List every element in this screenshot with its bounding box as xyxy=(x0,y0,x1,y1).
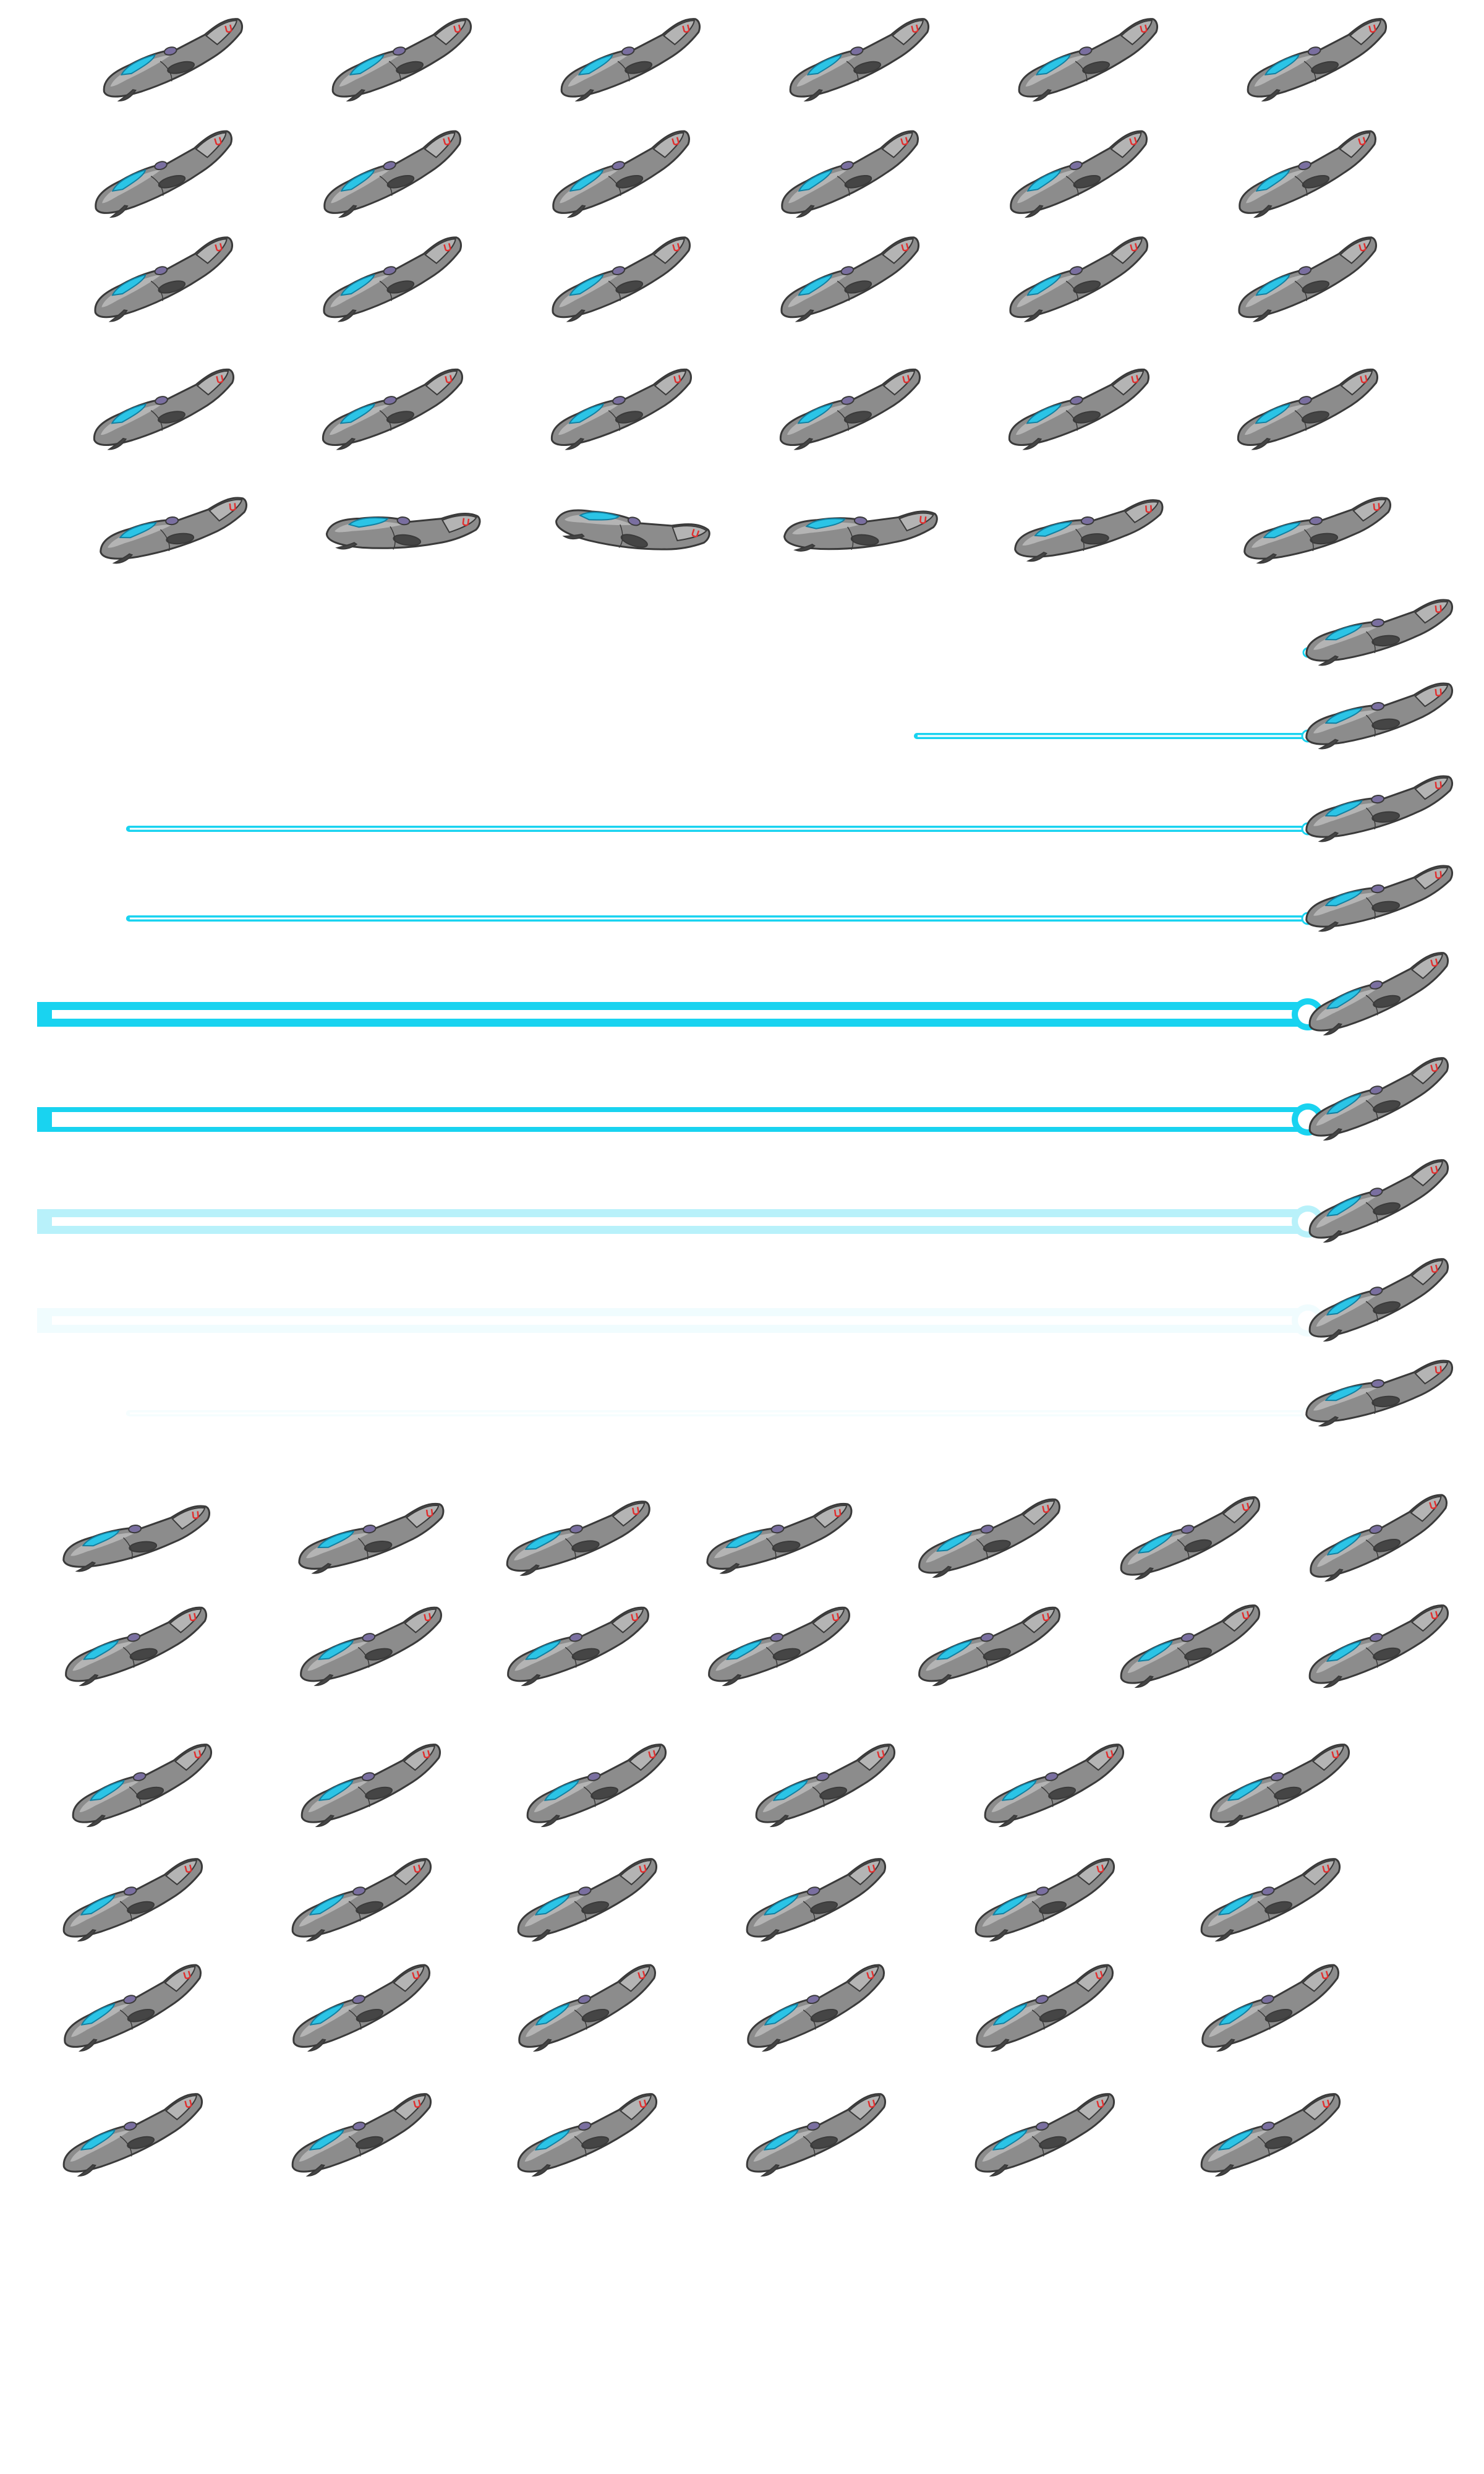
sprite-frame xyxy=(1299,1157,1460,1247)
sprite-frame xyxy=(53,2091,214,2181)
sprite-frame xyxy=(999,367,1160,454)
sprite-frame xyxy=(1237,16,1398,106)
sprite-frame xyxy=(1301,774,1458,844)
sprite-frame xyxy=(313,367,474,454)
sprite-frame xyxy=(1191,2091,1352,2181)
laser-frame xyxy=(37,1256,1460,1346)
laser-frame xyxy=(37,1055,1460,1145)
sprite-frame xyxy=(999,128,1160,222)
sprite-frame xyxy=(1009,16,1169,106)
sprite-frame xyxy=(770,234,931,326)
sprite-frame xyxy=(1200,1742,1361,1831)
laser-beam xyxy=(37,1205,1324,1238)
laser-beam xyxy=(126,1406,1315,1420)
sprite-frame xyxy=(736,1962,897,2056)
sprite-frame xyxy=(291,1604,451,1690)
sprite-frame xyxy=(780,16,940,106)
sprite-frame xyxy=(1239,495,1396,566)
sprite-frame xyxy=(84,367,245,454)
laser-frame xyxy=(913,681,1458,751)
laser-beam xyxy=(126,912,1315,925)
sprite-frame xyxy=(1228,367,1389,454)
sprite-frame xyxy=(1301,863,1458,934)
sprite-frame xyxy=(782,496,939,566)
sprite-frame xyxy=(1301,681,1458,751)
sprite-frame xyxy=(1111,1603,1271,1692)
sprite-frame xyxy=(1228,234,1389,326)
sprite-frame xyxy=(770,367,931,454)
sprite-frame xyxy=(1299,1603,1460,1692)
sprite-frame xyxy=(1011,498,1167,563)
sprite-frame xyxy=(699,1604,859,1690)
laser-attack-group xyxy=(37,597,1460,1429)
laser-beam xyxy=(37,1304,1324,1337)
sprite-frame xyxy=(313,234,474,326)
sprite-frame xyxy=(965,2091,1126,2181)
sprite-frame xyxy=(517,1742,678,1831)
sprite-frame xyxy=(1111,1494,1271,1584)
sprite-frame xyxy=(292,1501,451,1577)
sprite-frame xyxy=(551,482,712,581)
laser-beam xyxy=(126,822,1315,836)
sprite-frame xyxy=(95,495,252,566)
sprite-frame xyxy=(701,1501,859,1577)
sprite-frame xyxy=(965,1856,1126,1946)
sprite-frame xyxy=(84,234,245,326)
laser-beam xyxy=(37,1103,1324,1136)
laser-frame xyxy=(126,863,1458,934)
laser-frame xyxy=(37,1157,1460,1247)
sprite-frame xyxy=(746,1742,906,1831)
laser-beam xyxy=(913,729,1315,743)
sprite-frame xyxy=(282,2091,443,2181)
sprite-frame xyxy=(62,1742,223,1831)
sprite-frame xyxy=(542,128,702,222)
sprite-frame xyxy=(551,16,712,106)
sprite-frame xyxy=(770,128,931,222)
sprite-frame xyxy=(736,1856,897,1946)
sprite-frame xyxy=(53,1962,214,2056)
sprite-frame xyxy=(1301,597,1458,668)
sprite-frame xyxy=(1299,1055,1460,1145)
sprite-frame xyxy=(1299,1256,1460,1346)
sprite-frame xyxy=(313,128,474,222)
sprite-frame xyxy=(1299,1492,1460,1586)
laser-frame xyxy=(126,774,1458,844)
laser-frame xyxy=(126,1358,1458,1429)
sprite-frame xyxy=(56,1604,216,1690)
sprite-frame xyxy=(1191,1962,1352,2056)
sprite-frame xyxy=(282,1856,443,1946)
sprite-frame xyxy=(84,128,245,222)
sprite-frame xyxy=(53,1856,214,1946)
idle-rows-group xyxy=(84,16,1398,581)
sprite-frame xyxy=(508,2091,668,2181)
sprite-frame xyxy=(910,1604,1070,1690)
sprite-frame xyxy=(58,1504,215,1574)
sprite-frame xyxy=(910,1496,1070,1582)
sprite-frame xyxy=(1299,950,1460,1040)
sprite-frame xyxy=(324,494,482,568)
laser-frame xyxy=(1301,597,1458,668)
sprite-frame xyxy=(499,1499,659,1579)
sprite-frame xyxy=(542,234,702,326)
sprite-frame xyxy=(974,1742,1135,1831)
move-rows-group xyxy=(53,1492,1460,2181)
sprite-frame xyxy=(508,1856,668,1946)
sprite-frame xyxy=(999,234,1160,326)
sprite-frame xyxy=(322,16,483,106)
sprite-frame xyxy=(1191,1856,1352,1946)
sprite-frame xyxy=(965,1962,1126,2056)
sprite-frame xyxy=(1301,1358,1458,1429)
sprite-frame xyxy=(508,1962,668,2056)
sprite-frame xyxy=(282,1962,443,2056)
laser-frame xyxy=(37,950,1460,1040)
sprite-frame xyxy=(498,1604,659,1690)
sprite-frame xyxy=(291,1742,452,1831)
sprite-frame xyxy=(542,367,702,454)
sprite-frame xyxy=(1228,128,1389,222)
laser-beam xyxy=(37,998,1324,1030)
sprite-frame xyxy=(93,16,254,106)
sprite-frame xyxy=(736,2091,897,2181)
